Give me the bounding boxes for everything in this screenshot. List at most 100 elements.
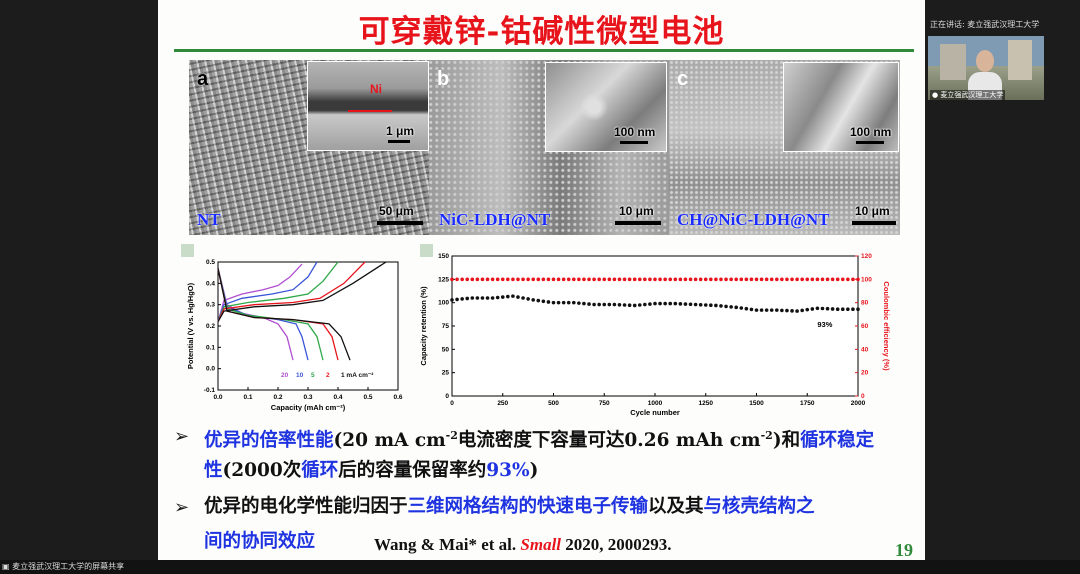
retention-point (678, 302, 683, 306)
bullet-1-close: )和 (772, 430, 801, 452)
retention-point (485, 296, 490, 300)
sem-inset-b: 100 nm (545, 62, 667, 152)
sample-label: CH@NiC-LDH@NT (677, 210, 830, 229)
x-tick-label: 1750 (800, 400, 815, 407)
x-tick-label: 0.6 (393, 394, 402, 401)
efficiency-point (749, 277, 754, 282)
left-blank-pane (0, 0, 158, 560)
inset-scalebar (620, 141, 648, 144)
x-tick-label: 0 (450, 400, 454, 407)
x-tick-label: 0.0 (213, 394, 222, 401)
y2-tick-label: 20 (861, 370, 869, 377)
efficiency-point (673, 277, 678, 282)
bullet-1-highlight-rate: 优异的倍率性能 (204, 430, 334, 452)
inset-marker-ni: Ni (370, 82, 382, 96)
retention-point (734, 305, 738, 310)
sem-inset-a: Ni 1 μm (307, 61, 429, 151)
retention-point (709, 303, 713, 308)
retention-point (617, 302, 622, 307)
efficiency-point (724, 277, 728, 282)
retention-point (846, 307, 850, 311)
efficiency-point (653, 277, 657, 282)
efficiency-point (495, 277, 500, 282)
efficiency-point (846, 277, 850, 282)
retention-point (643, 302, 647, 307)
retention-point (455, 297, 459, 302)
retention-point (835, 307, 840, 311)
rate-label: 1 mA cm⁻² (341, 372, 374, 379)
efficiency-point (764, 277, 769, 282)
bullet-2-text2: 以及其 (648, 496, 704, 517)
retention-point (450, 298, 454, 302)
retention-point (790, 309, 794, 313)
y-tick-label: 0.1 (206, 344, 215, 351)
bottom-toolbar: ▣ 麦立强武汉理工大学的屏幕共享 (0, 560, 1080, 574)
y2-tick-label: 60 (861, 323, 869, 330)
retention-point (663, 301, 667, 306)
shared-slide: 可穿戴锌-钴碱性微型电池 a Ni 1 μm NT 50 μm b 100 nm… (158, 0, 925, 560)
bullet-1-retention-value: 93% (486, 460, 530, 481)
retention-point (764, 308, 769, 312)
retention-point (622, 303, 627, 307)
y2-tick-label: 120 (861, 253, 872, 260)
efficiency-point (795, 277, 799, 282)
efficiency-point (572, 277, 576, 282)
bullet-1-cycle-highlight: 循环 (301, 460, 339, 481)
efficiency-point (780, 277, 784, 282)
scale-text: 10 μm (619, 204, 654, 218)
efficiency-point (490, 277, 495, 282)
efficiency-point (516, 277, 520, 282)
retention-point (769, 308, 774, 312)
y-tick-label: 50 (442, 346, 450, 353)
bullet-2-synergy: 间的协同效应 (204, 531, 316, 552)
inset-scalebar (388, 140, 410, 143)
efficiency-point (607, 277, 612, 282)
efficiency-point (546, 277, 551, 282)
retention-point (668, 301, 673, 306)
rate-label: 20 (281, 372, 289, 379)
retention-point (810, 307, 815, 311)
efficiency-point (506, 277, 510, 282)
retention-point (775, 308, 779, 312)
retention-point (719, 304, 723, 308)
retention-point (541, 299, 546, 304)
bullet-1-stability-tail: 性 (204, 460, 223, 481)
retention-point (780, 308, 784, 313)
mic-icon: ● (932, 91, 939, 99)
efficiency-point (521, 277, 525, 282)
efficiency-point (556, 277, 561, 282)
retention-point (653, 301, 657, 306)
rate-label: 10 (296, 372, 304, 379)
retention-point (637, 303, 642, 307)
retention-point (531, 298, 535, 302)
efficiency-point (597, 277, 601, 282)
efficiency-point (754, 277, 759, 282)
retention-point (577, 301, 581, 305)
retention-point (460, 297, 464, 301)
scale-text: 50 μm (379, 204, 414, 218)
retention-point (536, 298, 541, 303)
efficiency-point (485, 277, 490, 282)
retention-point (587, 302, 591, 306)
y-tick-label: 0.0 (206, 366, 215, 373)
retention-point (597, 302, 601, 307)
retention-point (840, 307, 845, 311)
bullet-1-text2: 电流密度下容量可达 (457, 430, 625, 452)
bullet-1-retention-text: 后的容量保留率约 (338, 460, 487, 481)
scalebar (377, 221, 423, 225)
efficiency-point (678, 277, 683, 282)
efficiency-point (455, 277, 459, 282)
scale-text: 10 μm (855, 204, 890, 218)
retention-annotation: 93% (817, 320, 832, 329)
efficiency-point (566, 277, 571, 282)
camera-name: 麦立强武汉理工大学 (940, 91, 1004, 99)
efficiency-point (688, 277, 693, 282)
camera-thumbnail[interactable]: ● 麦立强武汉理工大学 (928, 36, 1044, 100)
efficiency-point (714, 277, 718, 282)
retention-point (495, 295, 500, 300)
efficiency-point (729, 277, 733, 282)
efficiency-point (744, 277, 749, 282)
efficiency-point (769, 277, 774, 282)
panel-placeholder-d (181, 244, 194, 257)
scalebar (852, 221, 896, 225)
